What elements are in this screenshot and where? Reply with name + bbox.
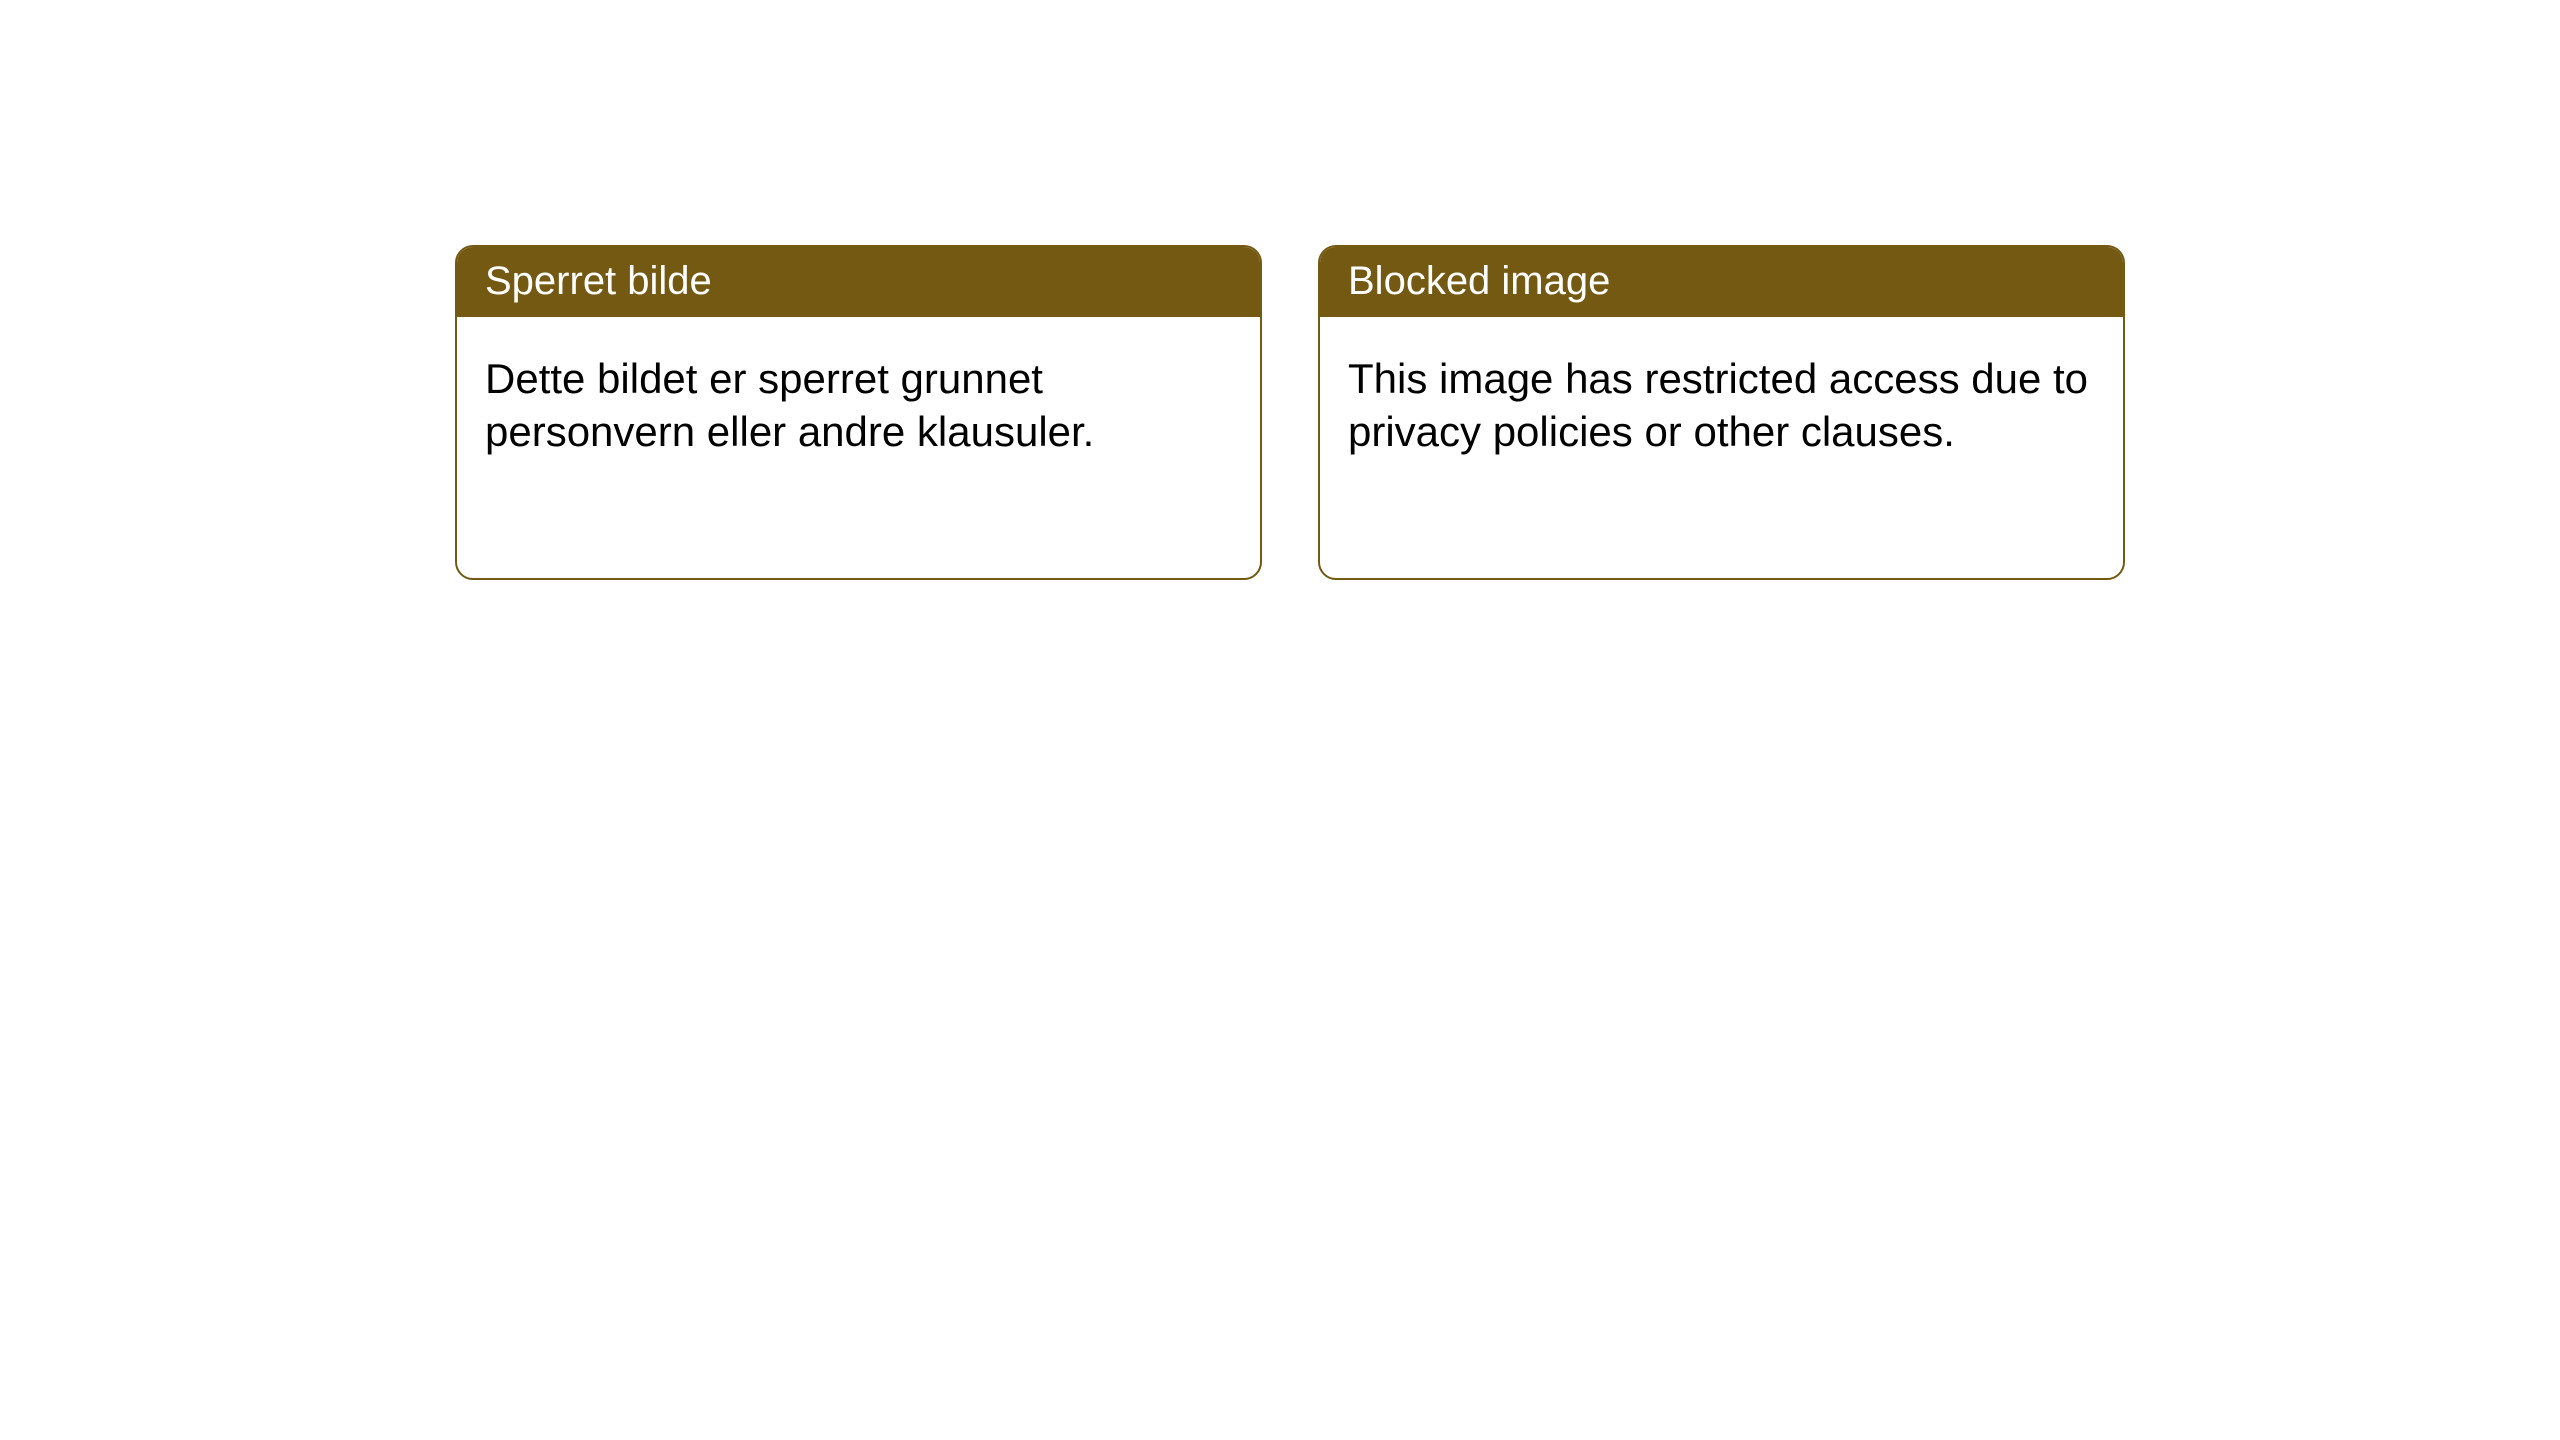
card-body: This image has restricted access due to … bbox=[1320, 317, 2123, 486]
blocked-image-card-no: Sperret bilde Dette bildet er sperret gr… bbox=[455, 245, 1262, 580]
notice-container: Sperret bilde Dette bildet er sperret gr… bbox=[0, 0, 2560, 580]
blocked-image-card-en: Blocked image This image has restricted … bbox=[1318, 245, 2125, 580]
card-header: Blocked image bbox=[1320, 247, 2123, 317]
card-header: Sperret bilde bbox=[457, 247, 1260, 317]
card-body: Dette bildet er sperret grunnet personve… bbox=[457, 317, 1260, 486]
